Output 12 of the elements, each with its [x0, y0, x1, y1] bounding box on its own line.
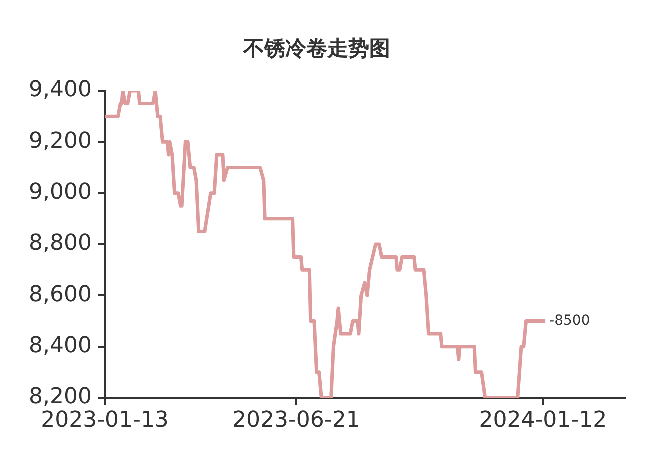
annotation: -8500 [550, 312, 590, 329]
y-tick-label: 8,400 [29, 334, 92, 359]
chart-title: 不锈冷卷走势图 [242, 36, 390, 60]
y-tick-label: 8,800 [29, 231, 92, 256]
y-tick-label: 9,200 [29, 128, 92, 154]
y-tick-label: 9,000 [29, 180, 92, 206]
x-tick-label: 2023-01-13 [41, 408, 169, 433]
x-tick-label: 2024-01-12 [479, 408, 608, 433]
x-tick-label: 2023-06-21 [232, 408, 360, 433]
y-tick-label: 8,600 [29, 282, 92, 308]
y-tick-label: 8,200 [29, 384, 92, 410]
y-tick-label: 9,400 [29, 78, 92, 103]
